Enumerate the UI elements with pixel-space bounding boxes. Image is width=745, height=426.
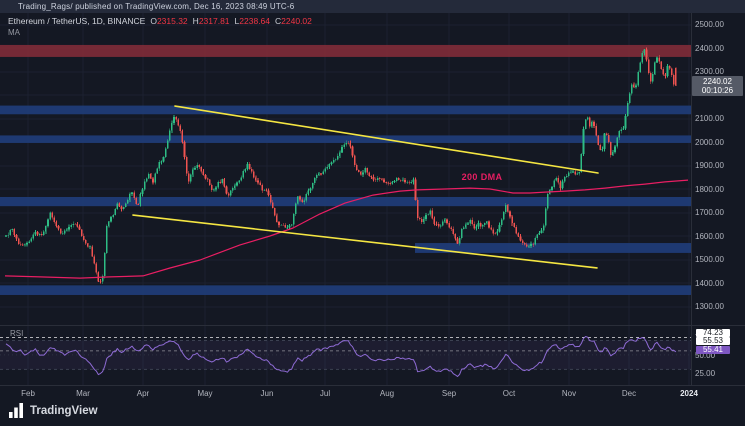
rsi-axis-label: 50.00	[695, 350, 716, 360]
price-axis-label: 1600.00	[695, 231, 724, 241]
price-axis-border	[691, 13, 692, 385]
symbol-legend[interactable]: Ethereum / TetherUS, 1D, BINANCE O2315.32…	[8, 16, 312, 26]
dma-200-label: 200 DMA	[461, 172, 503, 182]
rsi-axis-label: 25.00	[695, 369, 716, 378]
price-axis-label: 1800.00	[695, 184, 724, 194]
time-axis-label: Sep	[441, 389, 457, 398]
sr-zone-2150	[0, 105, 691, 115]
price-axis-label: 1500.00	[695, 255, 724, 264]
time-axis-label: Dec	[621, 389, 637, 398]
symbol-title[interactable]: Ethereum / TetherUS, 1D, BINANCE	[8, 16, 146, 26]
sr-zones	[0, 44, 691, 295]
ohlc-letter: H	[192, 16, 199, 26]
rsi-level-label: 55.53	[696, 336, 730, 345]
ma-indicator-label[interactable]: MA	[8, 28, 20, 37]
time-axis-label: Oct	[502, 389, 516, 398]
price-axis-label: 2000.00	[695, 137, 724, 147]
last-price-value: 2240.02	[703, 77, 732, 87]
ohlc-value: 2315.32	[156, 16, 188, 26]
sr-zone-1370	[0, 285, 691, 295]
rsi-current-value-label: 55.41	[696, 346, 730, 355]
publish-banner: Trading_Rags/ published on TradingView.c…	[0, 0, 745, 13]
channel-lower	[132, 214, 598, 269]
ma200-line	[4, 179, 689, 279]
price-axis-label: 1900.00	[695, 161, 724, 170]
ohlc-letter: C	[275, 16, 282, 26]
price-axis-label: 1300.00	[695, 302, 724, 311]
price-axis-label: 2500.00	[695, 20, 724, 29]
tradingview-watermark[interactable]: TradingView	[9, 403, 98, 418]
rsi-level-label: 74.23	[696, 328, 730, 337]
resistance-zone	[0, 44, 691, 57]
ohlc-letter: L	[234, 16, 240, 26]
tradingview-logo[interactable]	[9, 403, 24, 418]
price-axis-label: 1700.00	[695, 208, 724, 217]
time-axis-border	[0, 385, 745, 386]
time-axis-label: Nov	[561, 389, 577, 398]
ohlc-letter: O	[150, 16, 157, 26]
time-axis-label: Mar	[76, 389, 90, 398]
channel-upper	[174, 105, 599, 174]
tradingview-wordmark: TradingView	[30, 404, 98, 417]
last-price-label: 2240.02 00:10:26	[692, 76, 743, 97]
ohlc-value: 2317.81	[198, 16, 230, 26]
ohlc-readout: O2315.32 H2317.81 L2238.64 C2240.02	[145, 16, 312, 26]
ohlc-value: 2240.02	[281, 16, 312, 26]
time-axis-label: May	[197, 389, 213, 398]
candlestick-series	[5, 47, 677, 284]
sr-zone-1750	[0, 196, 691, 207]
rsi-line	[5, 336, 677, 377]
time-axis-label: Apr	[136, 389, 150, 398]
time-axis-label: Jul	[319, 389, 331, 398]
rsi-indicator-label[interactable]: RSI	[10, 329, 24, 338]
price-axis-label: 1400.00	[695, 278, 724, 288]
time-axis-label: Feb	[21, 389, 35, 398]
bar-countdown: 00:10:26	[701, 86, 734, 96]
sr-zone-1550	[415, 243, 691, 253]
publish-banner-text: Trading_Rags/ published on TradingView.c…	[18, 2, 295, 11]
time-axis-label: Jun	[260, 389, 274, 398]
price-axis-label: 2300.00	[695, 67, 724, 76]
ohlc-value: 2238.64	[239, 16, 271, 26]
price-axis-label: 2400.00	[695, 43, 724, 53]
price-axis-label: 2100.00	[695, 114, 724, 123]
sr-zone-2000	[0, 135, 691, 143]
time-axis-label: Aug	[379, 389, 395, 398]
pane-separator[interactable]	[0, 325, 745, 326]
rsi-pane	[0, 336, 691, 377]
time-axis-label: 2024	[680, 389, 698, 398]
